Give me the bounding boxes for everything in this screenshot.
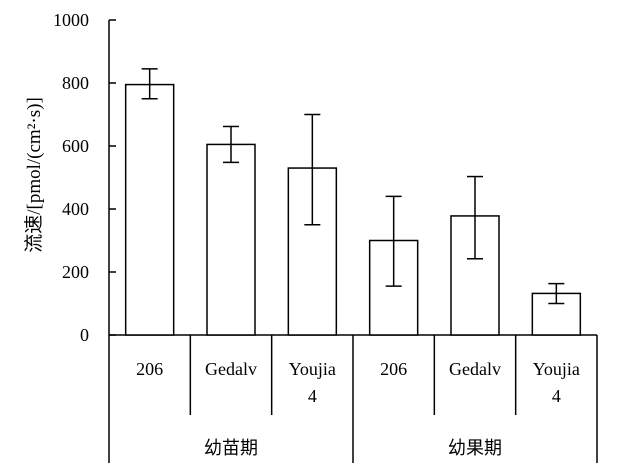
- x-tick-label: 4: [308, 386, 317, 406]
- group-label: 幼果期: [448, 438, 502, 458]
- bar: [450, 215, 500, 336]
- y-tick-label: 400: [62, 199, 89, 219]
- bar: [206, 143, 256, 336]
- labels: 0 200 400 600 800 1000 206 Gedalv Youjia 4 幼苗期 206 G…: [53, 10, 580, 458]
- x-tick-label: Youjia: [533, 359, 580, 379]
- x-tick-label: Gedalv: [205, 359, 257, 379]
- axes: [108, 19, 598, 463]
- y-tick-label: 600: [62, 136, 89, 156]
- x-tick-label: 206: [136, 359, 163, 379]
- bar: [124, 83, 175, 336]
- group-label: 幼苗期: [204, 438, 258, 458]
- y-axis-label: 流速/[pmol/(cm²·s)]: [23, 97, 45, 253]
- x-tick-label: Youjia: [289, 359, 336, 379]
- x-tick-label: 206: [380, 359, 407, 379]
- x-tick-label: Gedalv: [449, 359, 501, 379]
- y-tick-label: 800: [62, 73, 89, 93]
- bars: [124, 68, 582, 336]
- x-tick-label: 4: [552, 386, 561, 406]
- y-tick-label: 0: [80, 325, 89, 345]
- y-tick-label: 1000: [53, 10, 89, 30]
- y-tick-label: 200: [62, 262, 89, 282]
